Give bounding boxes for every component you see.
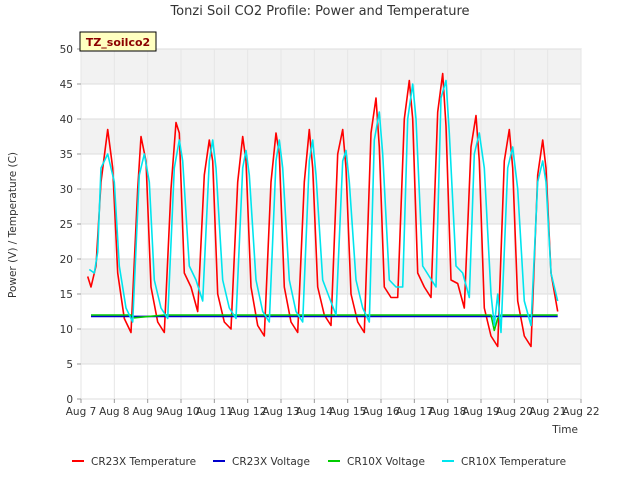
background-band bbox=[81, 189, 581, 224]
site-badge-label: TZ_soilco2 bbox=[86, 36, 150, 49]
y-tick-label: 5 bbox=[66, 359, 73, 371]
legend-label: CR10X Temperature bbox=[461, 456, 566, 468]
background-band bbox=[81, 259, 581, 294]
y-axis-ticks: 0 5 10 15 20 25 30 35 40 45 50 bbox=[60, 44, 81, 406]
background-band bbox=[81, 154, 581, 189]
x-tick-label: Aug 15 bbox=[329, 406, 366, 418]
x-tick-label: Aug 11 bbox=[196, 406, 233, 418]
y-tick-label: 10 bbox=[60, 324, 73, 336]
x-tick-label: Aug 8 bbox=[99, 406, 130, 418]
y-tick-label: 25 bbox=[60, 219, 73, 231]
background-band bbox=[81, 329, 581, 364]
y-tick-label: 40 bbox=[60, 114, 73, 126]
background-band bbox=[81, 364, 581, 399]
x-tick-label: Aug 21 bbox=[529, 406, 566, 418]
legend-label: CR23X Temperature bbox=[91, 456, 196, 468]
x-tick-label: Aug 19 bbox=[462, 406, 499, 418]
y-tick-label: 30 bbox=[60, 184, 73, 196]
series-lines bbox=[86, 72, 559, 348]
y-tick-label: 15 bbox=[60, 289, 73, 301]
x-tick-label: Aug 17 bbox=[396, 406, 433, 418]
site-badge-box bbox=[79, 31, 157, 52]
x-tick-label: Aug 16 bbox=[362, 406, 400, 418]
series-line-cr23x-temperature bbox=[86, 72, 559, 348]
x-tick-label: Aug 10 bbox=[162, 406, 199, 418]
x-tick-label: Aug 13 bbox=[262, 406, 299, 418]
x-tick-label: Aug 22 bbox=[562, 406, 599, 418]
legend-label: CR23X Voltage bbox=[232, 456, 310, 468]
y-axis-label: Power (V) / Temperature (C) bbox=[7, 152, 19, 298]
x-tick-label: Aug 20 bbox=[496, 406, 533, 418]
background-band bbox=[81, 119, 581, 154]
x-tick-label: Aug 7 bbox=[66, 406, 97, 418]
x-axis-label: Time bbox=[551, 424, 578, 436]
x-tick-label: Aug 12 bbox=[229, 406, 266, 418]
y-tick-label: 0 bbox=[66, 394, 73, 406]
x-tick-label: Aug 14 bbox=[296, 406, 334, 418]
y-tick-label: 20 bbox=[60, 254, 73, 266]
background-band bbox=[81, 224, 581, 259]
site-badge: TZ_soilco2 bbox=[79, 31, 157, 52]
legend-label: CR10X Voltage bbox=[347, 456, 425, 468]
plot-background-bands bbox=[81, 49, 581, 399]
x-tick-label: Aug 9 bbox=[132, 406, 163, 418]
y-tick-label: 35 bbox=[60, 149, 73, 161]
y-tick-label: 45 bbox=[60, 79, 73, 91]
background-band bbox=[81, 49, 581, 84]
y-tick-label: 50 bbox=[60, 44, 73, 56]
legend: CR23X Temperature CR23X Voltage CR10X Volt… bbox=[72, 456, 566, 468]
x-tick-label: Aug 18 bbox=[429, 406, 466, 418]
series-line-cr10x-temperature bbox=[88, 79, 559, 334]
chart-title: Tonzi Soil CO2 Profile: Power and Temper… bbox=[169, 4, 469, 19]
background-band bbox=[81, 84, 581, 119]
